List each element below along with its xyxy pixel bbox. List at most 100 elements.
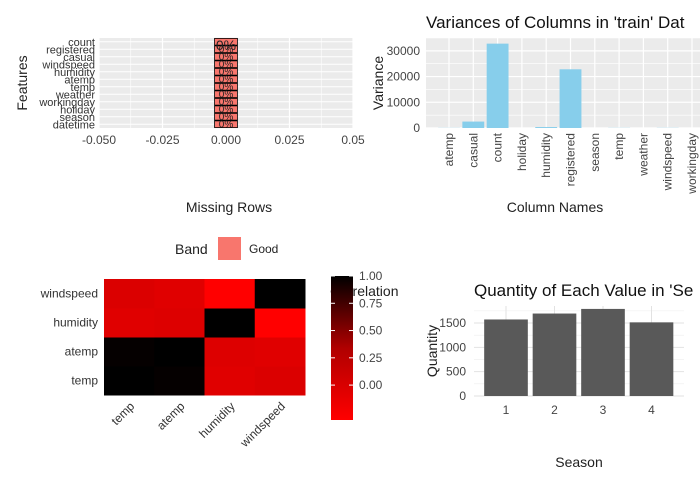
cell-temp-windspeed: [254, 366, 306, 396]
y-tick-label: 10000: [387, 95, 421, 109]
missing-rows-y-axis-title: Features: [14, 55, 30, 110]
x-tick-label-atemp: atemp: [442, 133, 456, 167]
bar-workingday: [214, 97, 238, 106]
bar-count: [486, 43, 509, 128]
legend-label-good: Good: [249, 242, 278, 256]
bar-season-1: [484, 319, 528, 396]
bar-windspeed: [214, 60, 238, 69]
x-tick-label-humidity: humidity: [539, 133, 553, 178]
x-tick-label-count: count: [491, 132, 505, 162]
y-tick-label: 1000: [439, 340, 466, 354]
y-tick-label: 500: [446, 365, 466, 379]
bar-season: [214, 112, 238, 121]
bar-label-datetime: 0%: [219, 119, 234, 130]
bar-label-holiday: 0%: [219, 104, 234, 115]
cell-temp-temp: [104, 366, 155, 396]
x-tick-label-2: 2: [551, 403, 558, 417]
cell-windspeed-humidity: [204, 279, 256, 309]
bar-humidity: [214, 67, 238, 76]
bar-datetime: [214, 120, 238, 129]
y-tick-label: 0: [413, 121, 420, 135]
category-label-weather: weather: [55, 89, 95, 101]
cell-humidity-atemp: [154, 308, 205, 338]
variance-x-axis-title: Column Names: [507, 199, 603, 215]
x-tick-label-3: 3: [600, 403, 607, 417]
x-label-humidity: humidity: [196, 399, 237, 440]
bar-label-workingday: 0%: [219, 97, 234, 108]
colorbar-tick-label: 0.75: [359, 296, 383, 310]
category-label-workingday: workingday: [38, 97, 95, 109]
variance-y-axis-title: Variance: [370, 56, 386, 110]
season-y-axis-title: Quantity: [424, 325, 440, 377]
cell-windspeed-atemp: [154, 279, 205, 309]
x-tick-label: -0.050: [82, 133, 116, 147]
bar-label-windspeed: 0%: [219, 59, 234, 70]
y-tick-label: 30000: [387, 44, 421, 58]
cell-atemp-windspeed: [254, 337, 306, 367]
colorbar-tick-labels: 1.00 0.75 0.50 0.25 0.00: [331, 269, 383, 392]
cell-humidity-humidity: [204, 308, 256, 338]
x-tick-label-registered: registered: [564, 133, 578, 186]
bar-season-4: [629, 322, 674, 396]
category-label-registered: registered: [46, 44, 95, 56]
missing-rows-category-labels: datetimeseasonholidayworkingdayweatherte…: [38, 37, 95, 132]
y-label-temp: temp: [71, 374, 98, 388]
heatmap-x-labels: temp atemp humidity windspeed: [108, 399, 288, 450]
x-tick-label-casual: casual: [466, 133, 480, 168]
missing-rows-x-tick-labels: -0.050 -0.025 0.000 0.025 0.05: [82, 133, 365, 147]
x-label-atemp: atemp: [154, 399, 188, 433]
cell-atemp-atemp: [154, 337, 205, 367]
missing-rows-bars: 0%0%0%0%0%0%0%0%0%0%0%: [214, 37, 238, 130]
colorbar-tick-label: 0.50: [359, 324, 383, 338]
variance-chart-title: Variances of Columns in 'train' Dat: [426, 13, 685, 32]
cell-humidity-windspeed: [254, 308, 306, 338]
y-tick-label: 0: [459, 389, 466, 403]
legend-title: Band: [175, 241, 208, 257]
cell-atemp-temp: [104, 337, 155, 367]
category-label-casual: casual: [63, 52, 95, 64]
bar-season-2: [532, 313, 577, 396]
x-tick-label-windspeed: windspeed: [661, 133, 675, 191]
heatmap-cells: [104, 279, 306, 396]
category-label-temp: temp: [71, 82, 95, 94]
category-label-windspeed: windspeed: [41, 59, 95, 71]
y-label-windspeed: windspeed: [40, 287, 98, 301]
y-label-humidity: humidity: [53, 316, 98, 330]
x-label-temp: temp: [108, 399, 137, 428]
category-label-season: season: [60, 112, 95, 124]
x-tick-label: -0.025: [145, 133, 179, 147]
heatmap-y-labels: temp atemp humidity windspeed: [40, 287, 99, 388]
category-label-humidity: humidity: [54, 67, 95, 79]
x-tick-label: 0.025: [274, 133, 304, 147]
bar-label-registered: 0%: [219, 44, 234, 55]
x-tick-label-season: season: [588, 133, 602, 172]
colorbar-tick-label: 1.00: [359, 269, 383, 283]
category-label-atemp: atemp: [64, 74, 95, 86]
x-tick-label-holiday: holiday: [515, 133, 529, 171]
y-label-atemp: atemp: [65, 345, 99, 359]
bar-humidity: [535, 127, 558, 128]
colorbar-tick-label: 0.00: [359, 378, 383, 392]
bar-temp: [214, 82, 238, 91]
missing-rows-bar-label: 0%: [216, 37, 236, 53]
bar-label-weather: 0%: [219, 89, 234, 100]
x-tick-label: 0.000: [211, 133, 241, 147]
bar-count: [214, 37, 238, 46]
bar-label-humidity: 0%: [219, 67, 234, 78]
bar-label-season: 0%: [219, 112, 234, 123]
bar-casual: [214, 52, 238, 61]
x-tick-label-1: 1: [503, 403, 510, 417]
season-x-axis-title: Season: [555, 454, 602, 470]
cell-humidity-temp: [104, 308, 155, 338]
cell-atemp-humidity: [204, 337, 256, 367]
season-x-tick-labels: 1 2 3 4: [503, 403, 656, 417]
x-tick-label-weather: weather: [636, 133, 650, 177]
x-tick-label-workingday: workingday: [685, 133, 699, 195]
x-label-windspeed: windspeed: [237, 399, 288, 450]
legend-key-good: [218, 237, 241, 260]
y-tick-label: 1500: [439, 316, 466, 330]
season-y-tick-labels: 0 500 1000 1500: [439, 316, 466, 403]
season-chart-title: Quantity of Each Value in 'Se: [474, 281, 693, 300]
